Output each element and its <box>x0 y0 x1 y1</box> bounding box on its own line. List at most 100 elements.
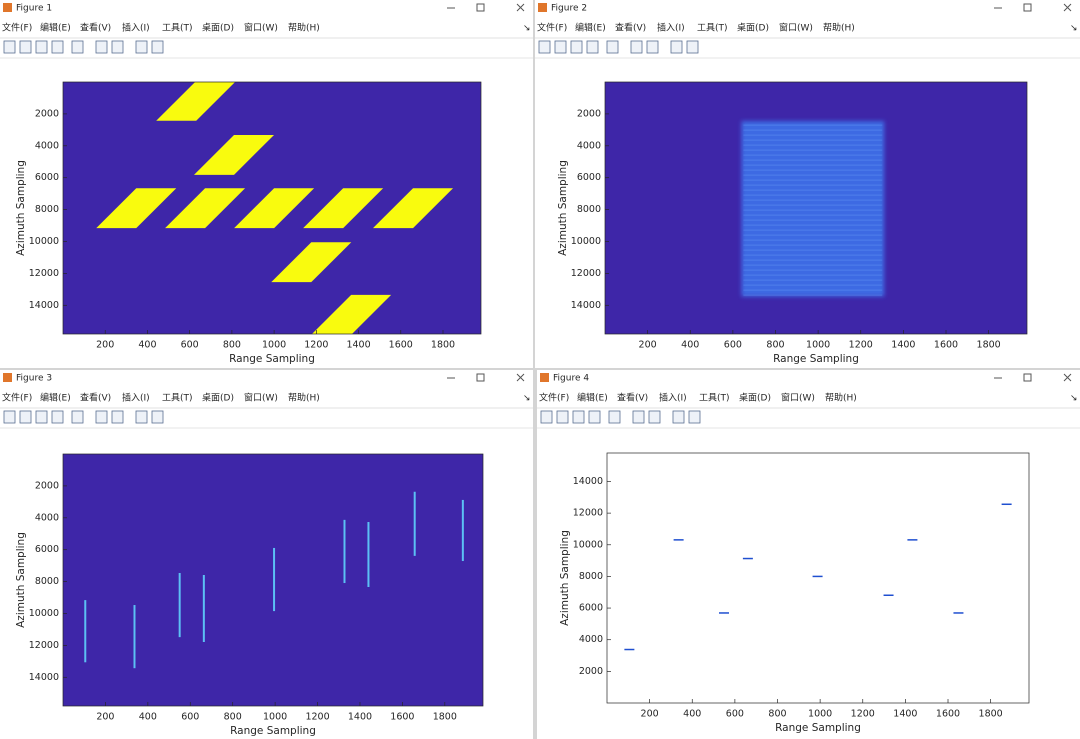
menu-item[interactable]: 窗口(W) <box>781 392 815 404</box>
menu-item[interactable]: 工具(T) <box>162 393 193 404</box>
app-icon <box>538 3 547 12</box>
menu-item[interactable]: 工具(T) <box>162 23 193 34</box>
menu-bar <box>0 388 533 408</box>
toolbar-button[interactable] <box>51 40 64 54</box>
menu-item[interactable]: 编辑(E) <box>577 392 608 404</box>
menu-item[interactable]: 桌面(D) <box>202 392 234 404</box>
menu-item[interactable]: 帮助(H) <box>288 22 320 34</box>
toolbar-button[interactable] <box>630 40 643 54</box>
toolbar-button[interactable] <box>570 40 583 54</box>
toolbar-button[interactable] <box>3 40 16 54</box>
x-tick-label: 1600 <box>936 709 960 720</box>
figure-window: Figure 2 文件(F) 编辑(E) 查看(V) 插入(I) 工具(T) 桌面(D) 窗口… <box>535 0 1080 368</box>
toolbar-button[interactable] <box>19 410 32 424</box>
menu-item[interactable]: 插入(I) <box>122 22 150 34</box>
toolbar-button[interactable] <box>686 40 699 54</box>
menu-item[interactable]: 文件(F) <box>2 22 32 34</box>
menu-item[interactable]: 查看(V) <box>80 392 111 404</box>
maximize-button[interactable] <box>1023 373 1032 382</box>
menu-item[interactable]: 查看(V) <box>617 392 648 404</box>
menu-item[interactable]: 文件(F) <box>2 392 32 404</box>
toolbar-button[interactable] <box>586 40 599 54</box>
title-bar <box>0 0 533 17</box>
menu-item[interactable]: 文件(F) <box>539 392 569 404</box>
toolbar-button[interactable] <box>648 410 661 424</box>
x-axis-label: Range Sampling <box>230 725 316 737</box>
menu-item[interactable]: 窗口(W) <box>244 392 278 404</box>
app-icon <box>540 373 549 382</box>
menu-item[interactable]: 查看(V) <box>615 22 646 34</box>
toolbar-button[interactable] <box>646 40 659 54</box>
x-tick-label: 1200 <box>305 712 329 723</box>
toolbar-button[interactable] <box>151 40 164 54</box>
menu-item[interactable]: 查看(V) <box>80 22 111 34</box>
maximize-button[interactable] <box>476 3 485 12</box>
menu-item[interactable]: 工具(T) <box>697 23 728 34</box>
toolbar-button[interactable] <box>95 410 108 424</box>
close-button[interactable] <box>516 373 525 382</box>
toolbar-button[interactable] <box>672 410 685 424</box>
x-tick-label: 1400 <box>893 709 917 720</box>
toolbar-button[interactable] <box>572 410 585 424</box>
toolbar-button[interactable] <box>151 410 164 424</box>
close-button[interactable] <box>516 3 525 12</box>
toolbar-button[interactable] <box>71 40 84 54</box>
window-title: Figure 3 <box>16 374 52 384</box>
toolbar-button[interactable] <box>688 410 701 424</box>
menu-item[interactable]: 插入(I) <box>122 392 150 404</box>
menu-item[interactable]: 桌面(D) <box>737 22 769 34</box>
close-button[interactable] <box>1063 373 1072 382</box>
toolbar-button[interactable] <box>135 410 148 424</box>
toolbar-button[interactable] <box>632 410 645 424</box>
toolbar-button[interactable] <box>554 40 567 54</box>
menu-item[interactable]: 帮助(H) <box>825 392 857 404</box>
menu-item[interactable]: 插入(I) <box>657 22 685 34</box>
x-axis-label: Range Sampling <box>229 353 315 365</box>
toolbar-button[interactable] <box>19 40 32 54</box>
menu-item[interactable]: 编辑(E) <box>40 22 71 34</box>
toolbar-button[interactable] <box>135 40 148 54</box>
toolbar-button[interactable] <box>111 40 124 54</box>
menu-item[interactable]: 编辑(E) <box>575 22 606 34</box>
toolbar-button[interactable] <box>35 410 48 424</box>
toolbar-button[interactable] <box>606 40 619 54</box>
y-tick-label: 14000 <box>29 672 59 683</box>
toolbar-button[interactable] <box>608 410 621 424</box>
toolbar-button[interactable] <box>71 410 84 424</box>
maximize-button[interactable] <box>476 373 485 382</box>
toolbar-button[interactable] <box>111 410 124 424</box>
y-tick-label: 2000 <box>577 108 601 119</box>
y-tick-label: 10000 <box>29 236 59 247</box>
close-button[interactable] <box>1063 3 1072 12</box>
toolbar-button[interactable] <box>538 40 551 54</box>
menu-item[interactable]: 桌面(D) <box>202 22 234 34</box>
menu-item[interactable]: 工具(T) <box>699 393 730 404</box>
toolbar-button[interactable] <box>3 410 16 424</box>
target-patch <box>194 134 274 175</box>
title-bar <box>537 370 1080 387</box>
toolbar-button[interactable] <box>95 40 108 54</box>
toolbar-button[interactable] <box>51 410 64 424</box>
toolbar-button[interactable] <box>35 40 48 54</box>
x-tick-label: 400 <box>139 712 157 723</box>
menu-item[interactable]: 帮助(H) <box>288 392 320 404</box>
x-tick-label: 200 <box>96 712 114 723</box>
menu-item[interactable]: 编辑(E) <box>40 392 71 404</box>
menu-item[interactable]: 插入(I) <box>659 392 687 404</box>
maximize-button[interactable] <box>1023 3 1032 12</box>
window-canvas: Figure 1 文件(F) 编辑(E) 查看(V) 插入(I) 工具(T) 桌面(D) 窗口… <box>0 0 533 365</box>
menu-item[interactable]: 窗口(W) <box>779 22 813 34</box>
menu-item[interactable]: 帮助(H) <box>823 22 855 34</box>
toolbar-button[interactable] <box>588 410 601 424</box>
toolbar-button[interactable] <box>556 410 569 424</box>
toolbar-button[interactable] <box>670 40 683 54</box>
toolbar-button[interactable] <box>540 410 553 424</box>
y-tick-label: 6000 <box>35 172 59 183</box>
menu-item[interactable]: 文件(F) <box>537 22 567 34</box>
x-axis-label: Range Sampling <box>773 353 859 365</box>
menu-item[interactable]: 窗口(W) <box>244 22 278 34</box>
window-title: Figure 2 <box>551 4 587 14</box>
y-tick-label: 4000 <box>35 140 59 151</box>
menu-item[interactable]: 桌面(D) <box>739 392 771 404</box>
